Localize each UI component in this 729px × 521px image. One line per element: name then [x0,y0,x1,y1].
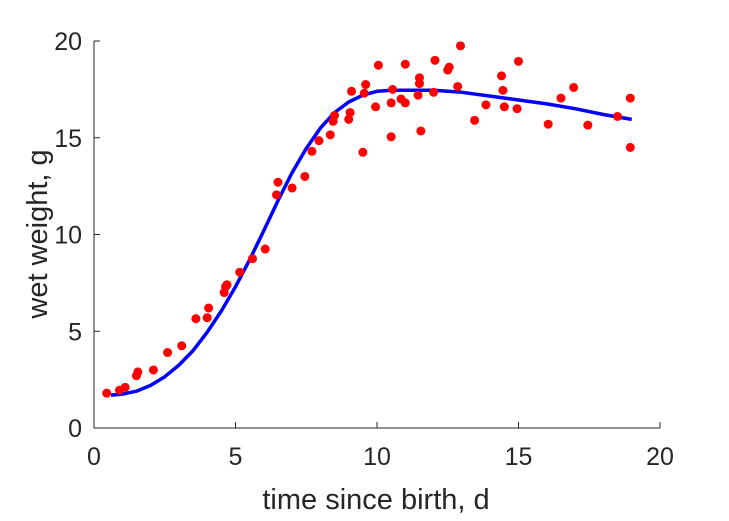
data-point [120,382,130,392]
data-point [416,126,426,136]
data-point [260,244,270,254]
data-point [358,147,368,157]
data-point [386,132,396,142]
data-point [177,341,187,351]
data-point [345,108,355,118]
data-point [344,114,354,124]
data-point [499,102,509,112]
y-tick-label: 5 [68,318,82,346]
fitted-curve-line [110,88,632,397]
data-point [300,171,310,181]
data-point [373,60,383,70]
data-point [222,280,232,290]
data-point [613,111,623,121]
data-point [512,104,522,114]
data-point [307,146,317,156]
y-tick-label: 10 [54,222,82,250]
data-point [191,314,201,324]
data-point [347,86,357,96]
data-point [386,98,396,108]
data-point [556,93,566,103]
data-point [481,100,491,110]
data-point [361,80,371,90]
data-point [430,55,440,65]
data-point [514,56,523,66]
x-axis-label: time since birth, d [262,484,489,516]
data-point [371,102,381,112]
fitted-curve-layer [110,88,632,397]
data-point [569,82,579,92]
axes: 0 5 10 15 20 0 5 10 15 20 [54,28,674,471]
data-point [453,81,463,91]
data-point [273,177,283,187]
data-point [400,98,410,108]
data-point [325,130,335,140]
data-point [272,190,282,200]
data-point [287,183,297,193]
y-tick-label: 15 [54,125,82,153]
data-point [583,120,593,130]
y-axis-label: wet weight, g [22,149,54,319]
data-point [625,142,635,152]
data-point [202,313,212,323]
data-point [498,85,508,95]
data-point [413,90,423,100]
data-point [148,365,158,375]
x-tick-label: 10 [363,443,391,471]
x-tick-label: 0 [87,443,101,471]
x-tick-label: 15 [505,443,533,471]
x-tick-label: 5 [229,443,243,471]
data-point [133,367,143,377]
data-point [314,136,324,146]
y-tick-label: 0 [68,415,82,443]
data-point [429,87,439,97]
data-point [163,348,173,358]
data-point [400,59,410,69]
data-point [359,88,369,98]
data-point [247,254,257,264]
data-points-layer [102,41,635,398]
y-tick-label: 20 [54,28,82,56]
data-point [444,62,454,72]
data-point [543,119,553,129]
x-tick-label: 20 [646,443,674,471]
data-point [470,115,480,125]
data-point [497,71,507,81]
data-point [414,79,424,89]
data-point [102,388,112,398]
data-point [204,303,214,313]
data-point [625,93,635,103]
data-point [235,267,245,277]
data-point [388,84,398,94]
data-point [330,110,340,120]
data-point [455,41,465,51]
